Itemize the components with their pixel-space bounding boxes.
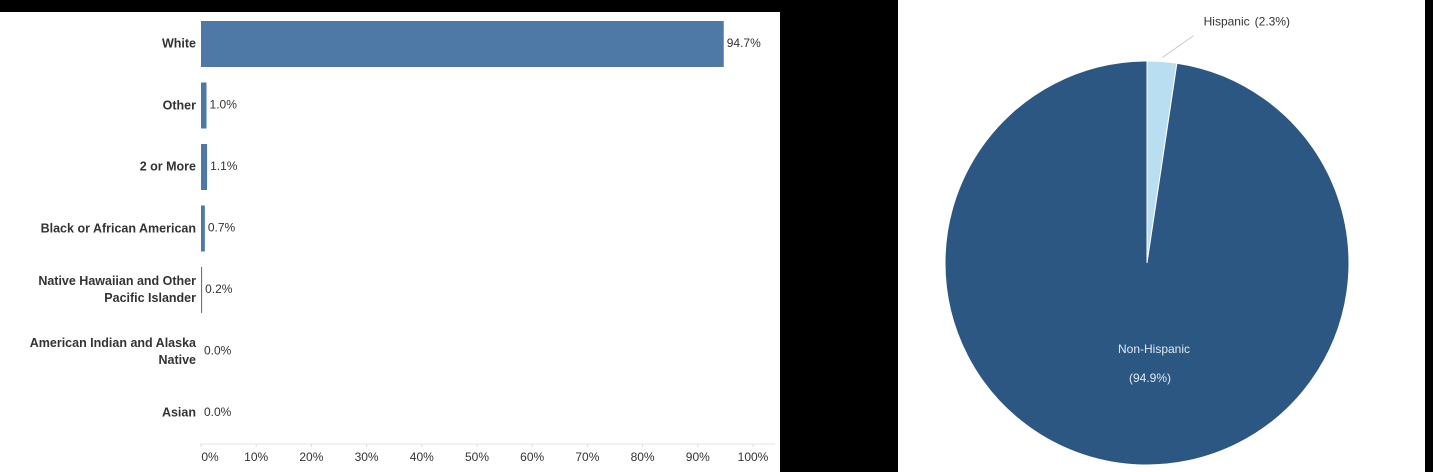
bar-panel: [0, 12, 780, 472]
slice-label: Hispanic (2.3%): [1204, 15, 1290, 29]
value-label: 0.2%: [205, 282, 233, 296]
x-tick-label: 90%: [686, 450, 710, 464]
x-tick-label: 80%: [631, 450, 655, 464]
slice-value: (2.3%): [1255, 15, 1290, 29]
category-label: American Indian and Alaska Native: [29, 335, 196, 367]
bar: [201, 267, 203, 313]
value-label: 0.7%: [208, 221, 236, 235]
x-tick-label: 0%: [201, 450, 219, 464]
x-tick-label: 100%: [738, 450, 769, 464]
leader-line: [1162, 35, 1194, 58]
slice-value: (94.9%): [1129, 371, 1171, 385]
bar: [201, 205, 205, 252]
category-label: Native Hawaiian and Other Pacific Island…: [38, 274, 196, 305]
x-tick-label: 20%: [299, 450, 323, 464]
bar: [201, 21, 724, 67]
x-tick-label: 60%: [520, 450, 544, 464]
slice-category: Non-Hispanic: [1118, 342, 1190, 356]
category-label: Black or African American: [40, 221, 196, 235]
x-tick-label: 30%: [355, 450, 379, 464]
category-label: Asian: [161, 405, 196, 420]
bar: [201, 82, 207, 129]
bar: [201, 144, 208, 190]
slice-category: Hispanic: [1204, 15, 1250, 29]
x-tick-label: 40%: [410, 450, 434, 464]
value-label: 0.0%: [204, 405, 232, 419]
x-tick-label: 10%: [244, 450, 268, 464]
category-label: 2 or More: [139, 159, 196, 174]
category-label: Other: [162, 98, 196, 112]
pie-slice: [944, 60, 1350, 466]
value-label: 1.0%: [210, 98, 238, 112]
category-label: White: [161, 36, 196, 51]
x-tick-label: 70%: [575, 450, 599, 464]
value-label: 0.0%: [204, 344, 232, 358]
x-tick-label: 50%: [465, 450, 489, 464]
value-label: 1.1%: [210, 159, 238, 173]
value-label: 94.7%: [727, 36, 761, 50]
